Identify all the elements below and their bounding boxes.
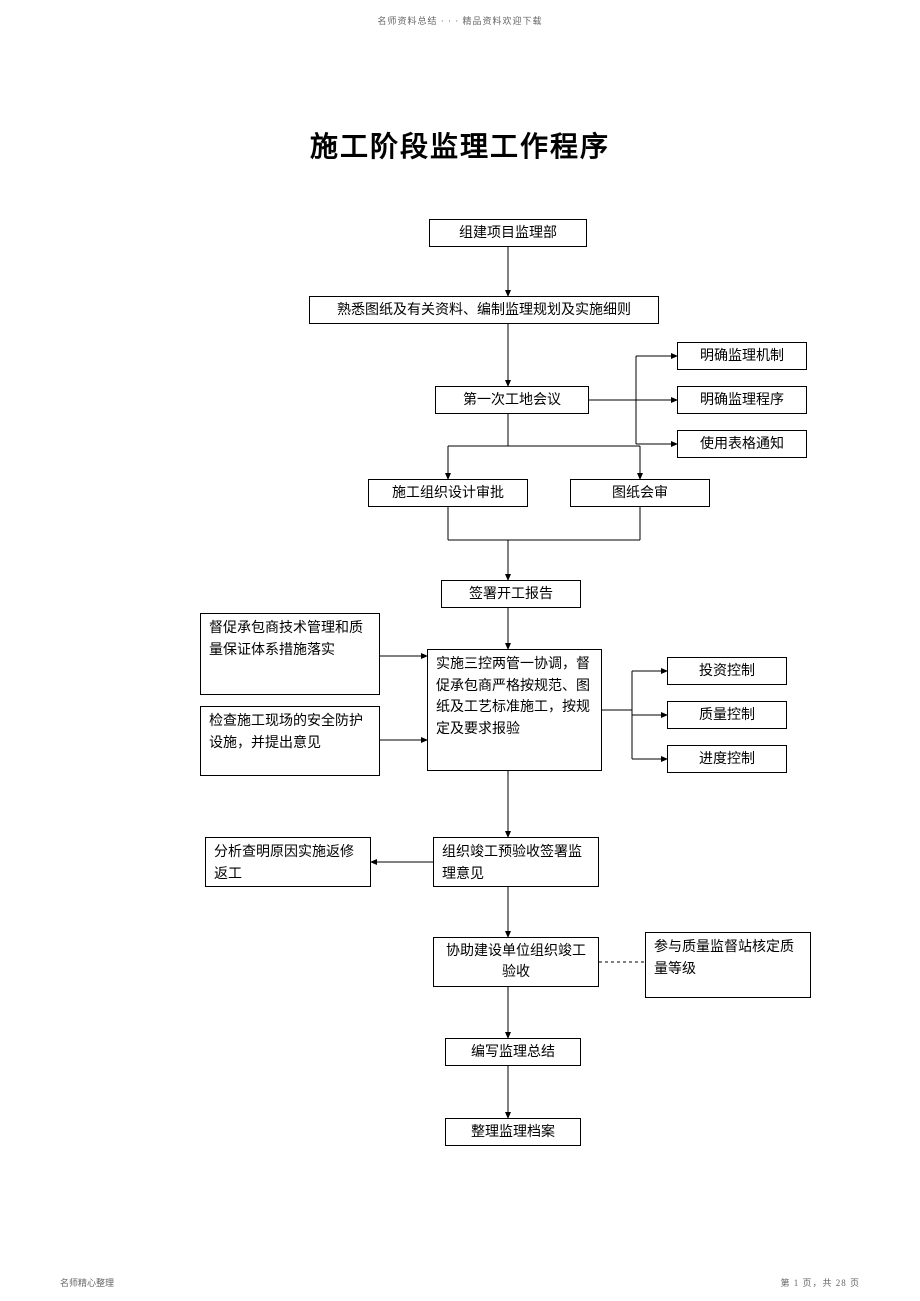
node-analyze-rework: 分析查明原因实施返修返工 (205, 837, 371, 887)
node-investment-control: 投资控制 (667, 657, 787, 685)
node-first-meeting: 第一次工地会议 (435, 386, 589, 414)
flowchart-canvas: 组建项目监理部 熟悉图纸及有关资料、编制监理规划及实施细则 第一次工地会议 明确… (0, 0, 920, 1301)
node-organize-files: 整理监理档案 (445, 1118, 581, 1146)
footer-left: 名师精心整理 (60, 1276, 114, 1289)
node-pre-acceptance: 组织竣工预验收签署监理意见 (433, 837, 599, 887)
node-form-notice: 使用表格通知 (677, 430, 807, 458)
node-implement-control: 实施三控两管一协调，督促承包商严格按规范、图纸及工艺标准施工，按规定及要求报验 (427, 649, 602, 771)
footer-right: 第 1 页，共 28 页 (780, 1276, 860, 1289)
node-sign-report: 签署开工报告 (441, 580, 581, 608)
node-drawing-review: 图纸会审 (570, 479, 710, 507)
node-progress-control: 进度控制 (667, 745, 787, 773)
node-clarify-mechanism: 明确监理机制 (677, 342, 807, 370)
node-establish-dept: 组建项目监理部 (429, 219, 587, 247)
node-design-approval: 施工组织设计审批 (368, 479, 528, 507)
node-urge-tech-mgmt: 督促承包商技术管理和质量保证体系措施落实 (200, 613, 380, 695)
node-review-drawings: 熟悉图纸及有关资料、编制监理规划及实施细则 (309, 296, 659, 324)
node-write-summary: 编写监理总结 (445, 1038, 581, 1066)
node-clarify-procedure: 明确监理程序 (677, 386, 807, 414)
node-check-safety: 检查施工现场的安全防护设施，并提出意见 (200, 706, 380, 776)
node-quality-control: 质量控制 (667, 701, 787, 729)
node-assist-acceptance: 协助建设单位组织竣工验收 (433, 937, 599, 987)
node-quality-grade: 参与质量监督站核定质量等级 (645, 932, 811, 998)
